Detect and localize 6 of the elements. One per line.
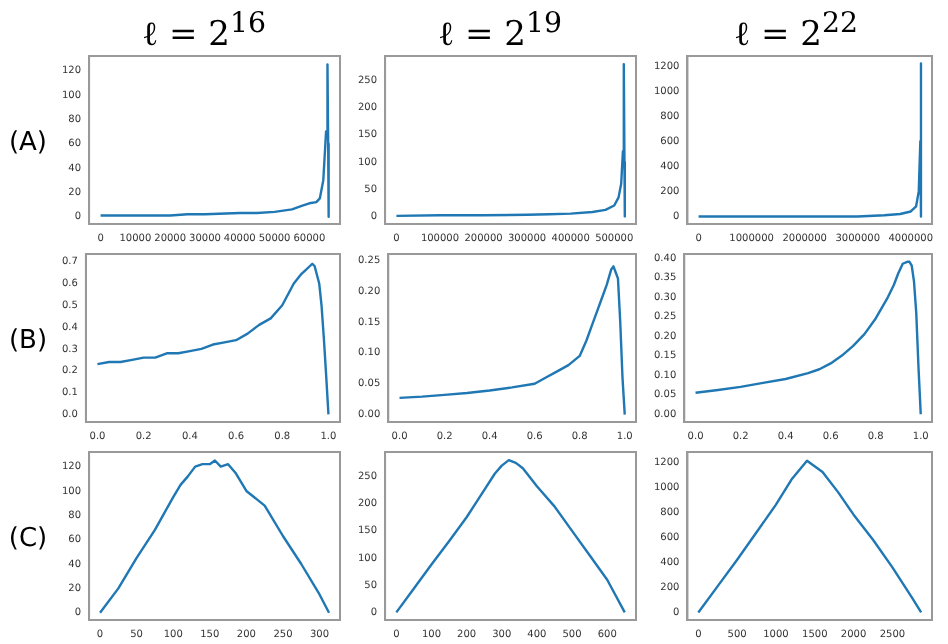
chart-title: ℓ = 2$^{22}$ bbox=[731, 6, 861, 56]
chart-title: ℓ = 2$^{19}$ bbox=[435, 6, 565, 56]
y-axis-title: (C) bbox=[6, 523, 50, 553]
y-axis-title: (A) bbox=[6, 127, 50, 157]
chart-title: ℓ = 2$^{16}$ bbox=[139, 6, 269, 56]
y-axis-title: (B) bbox=[6, 325, 50, 355]
